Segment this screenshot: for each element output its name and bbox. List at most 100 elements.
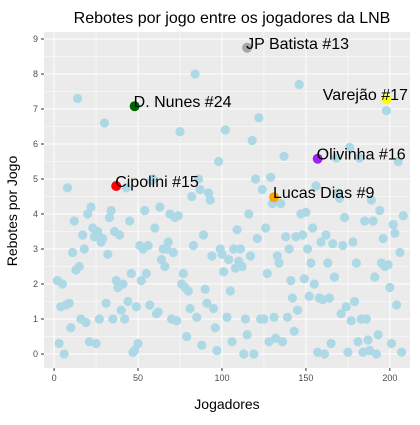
highlighted-point (312, 153, 323, 164)
scatter-point (385, 282, 395, 293)
scatter-point (175, 127, 185, 137)
scatter-point (188, 240, 199, 251)
scatter-point (104, 212, 115, 223)
scatter-point (125, 216, 135, 226)
scatter-point (198, 230, 209, 240)
scatter-point (133, 338, 143, 349)
scatter-point (140, 205, 150, 216)
scatter-point (395, 247, 405, 258)
scatter-point (163, 237, 173, 247)
scatter-point (183, 286, 193, 296)
scatter-point (237, 261, 247, 272)
scatter-point (203, 188, 214, 198)
scatter-point (272, 251, 282, 261)
chart-title: Rebotes por jogo entre os jogadores da L… (74, 10, 391, 27)
scatter-point (114, 230, 125, 240)
scatter-point (130, 345, 140, 356)
scatter-point (99, 118, 110, 128)
highlighted-point (111, 181, 122, 191)
scatter-point (274, 258, 284, 268)
scatter-point (386, 338, 397, 349)
scatter-point (254, 113, 264, 123)
highlighted-point-label: Olivinha #16 (317, 147, 406, 164)
scatter-point (69, 216, 79, 226)
highlighted-point (269, 192, 280, 203)
scatter-point (321, 230, 331, 240)
scatter-point (370, 272, 380, 282)
scatter-point (83, 209, 93, 219)
scatter-point (393, 156, 403, 167)
scatter-point (224, 254, 234, 265)
x-tick-label: 200 (382, 373, 397, 383)
scatter-point (126, 268, 136, 279)
scatter-point (212, 345, 222, 356)
scatter-point (101, 298, 111, 308)
scatter-point (262, 268, 272, 279)
scatter-point (192, 312, 202, 322)
scatter-point (118, 279, 128, 289)
axes: 0 50 100 150 200 0 1 2 3 4 5 6 7 8 9 (33, 34, 397, 383)
scatter-point (220, 125, 230, 135)
scatter-point (145, 300, 155, 310)
scatter-point (247, 135, 257, 146)
scatter-point (391, 300, 402, 310)
scatter-point (269, 312, 279, 322)
scatter-point (81, 317, 91, 328)
x-tick-label: 0 (52, 373, 57, 383)
scatter-point (187, 191, 197, 202)
scatter-point (324, 293, 335, 303)
x-tick-label: 100 (214, 373, 229, 383)
scatter-point (339, 212, 350, 223)
y-tick-label: 6 (33, 139, 38, 149)
plot-panel (44, 32, 410, 368)
scatter-point (93, 226, 103, 237)
scatter-point (390, 228, 400, 238)
scatter-point (160, 261, 170, 272)
scatter-point (306, 258, 316, 268)
scatter-point (79, 244, 89, 254)
scatter-point (360, 216, 370, 226)
scatter-point (173, 211, 183, 221)
y-tick-label: 2 (33, 279, 38, 289)
scatter-point (156, 254, 167, 265)
scatter-point (276, 198, 286, 209)
scatter-point (172, 316, 182, 326)
scatter-point (368, 216, 378, 226)
scatter-point (349, 296, 360, 307)
highlighted-point (381, 94, 392, 105)
scatter-point (155, 202, 165, 212)
scatter-point (106, 205, 116, 216)
scatter-point (103, 249, 113, 259)
scatter-point (219, 267, 229, 277)
y-tick-label: 4 (33, 209, 38, 219)
scatter-point (361, 314, 371, 324)
scatter-point (355, 153, 365, 163)
scatter-point (343, 347, 353, 357)
scatter-point (123, 296, 133, 307)
scatter-point (366, 195, 376, 205)
scatter-point (336, 309, 346, 319)
y-axis-title: Rebotes por Jogo (4, 156, 20, 267)
scatter-point (277, 337, 288, 347)
y-tick-label: 5 (33, 174, 38, 184)
scatter-point (308, 223, 318, 233)
scatter-point (59, 349, 69, 359)
scatter-point (304, 291, 314, 301)
scatter-point (378, 233, 388, 244)
scatter-point (240, 314, 251, 324)
scatter-point (62, 183, 73, 193)
scatter-point (242, 330, 252, 340)
highlighted-point (242, 42, 253, 53)
scatter-point (119, 314, 130, 324)
scatter-point (383, 260, 393, 270)
scatter-point (116, 305, 126, 315)
scatter-point (214, 156, 224, 167)
scatter-point (168, 247, 178, 258)
y-tick-label: 9 (33, 34, 38, 44)
scatter-point (329, 272, 340, 282)
scatter-point (225, 286, 235, 296)
scatter-point (301, 207, 311, 217)
data-points (52, 69, 408, 359)
scatter-point (316, 237, 326, 247)
